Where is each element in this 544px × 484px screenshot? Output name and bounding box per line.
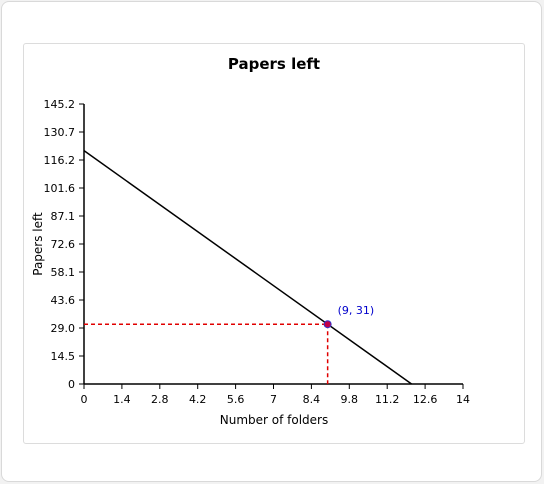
y-tick-label: 101.6 bbox=[44, 182, 76, 195]
x-tick-label: 2.8 bbox=[151, 393, 169, 406]
x-tick-label: 12.6 bbox=[413, 393, 438, 406]
chart: Papers left Papers left Number of folder… bbox=[31, 55, 471, 427]
x-tick-label: 14 bbox=[456, 393, 470, 406]
series-line bbox=[83, 150, 412, 385]
y-tick-label: 87.1 bbox=[51, 210, 76, 223]
x-tick-label: 4.2 bbox=[189, 393, 207, 406]
y-tick-label: 116.2 bbox=[44, 154, 76, 167]
chart-title: Papers left bbox=[228, 55, 320, 73]
x-tick-label: 1.4 bbox=[113, 393, 130, 406]
x-tick-label: 9.8 bbox=[341, 393, 359, 406]
y-axis-label: Papers left bbox=[31, 212, 45, 276]
x-axis-label: Number of folders bbox=[220, 413, 329, 427]
y-tick-label: 130.7 bbox=[44, 126, 76, 139]
highlight-label: (9, 31) bbox=[338, 304, 375, 317]
plot-area: 0 1.4 2.8 4.2 5.6 7 8.4 9.8 11.2 12.6 14 0 14.5 29.0 4… bbox=[44, 98, 471, 406]
x-tick-label: 11.2 bbox=[375, 393, 400, 406]
x-tick-label: 7 bbox=[270, 393, 277, 406]
x-tick-label: 8.4 bbox=[303, 393, 321, 406]
y-tick-label: 72.6 bbox=[51, 238, 76, 251]
x-tick-label: 0 bbox=[81, 393, 88, 406]
y-tick-label: 43.6 bbox=[51, 294, 76, 307]
y-tick-label: 0 bbox=[68, 378, 75, 391]
y-tick-label: 14.5 bbox=[51, 350, 76, 363]
y-tick-label: 58.1 bbox=[51, 266, 76, 279]
chart-card: Papers left Papers left Number of folder… bbox=[23, 43, 525, 444]
highlight-point bbox=[323, 320, 332, 329]
y-tick-label: 29.0 bbox=[51, 322, 76, 335]
x-tick-label: 5.6 bbox=[227, 393, 245, 406]
y-tick-label: 145.2 bbox=[44, 98, 76, 111]
